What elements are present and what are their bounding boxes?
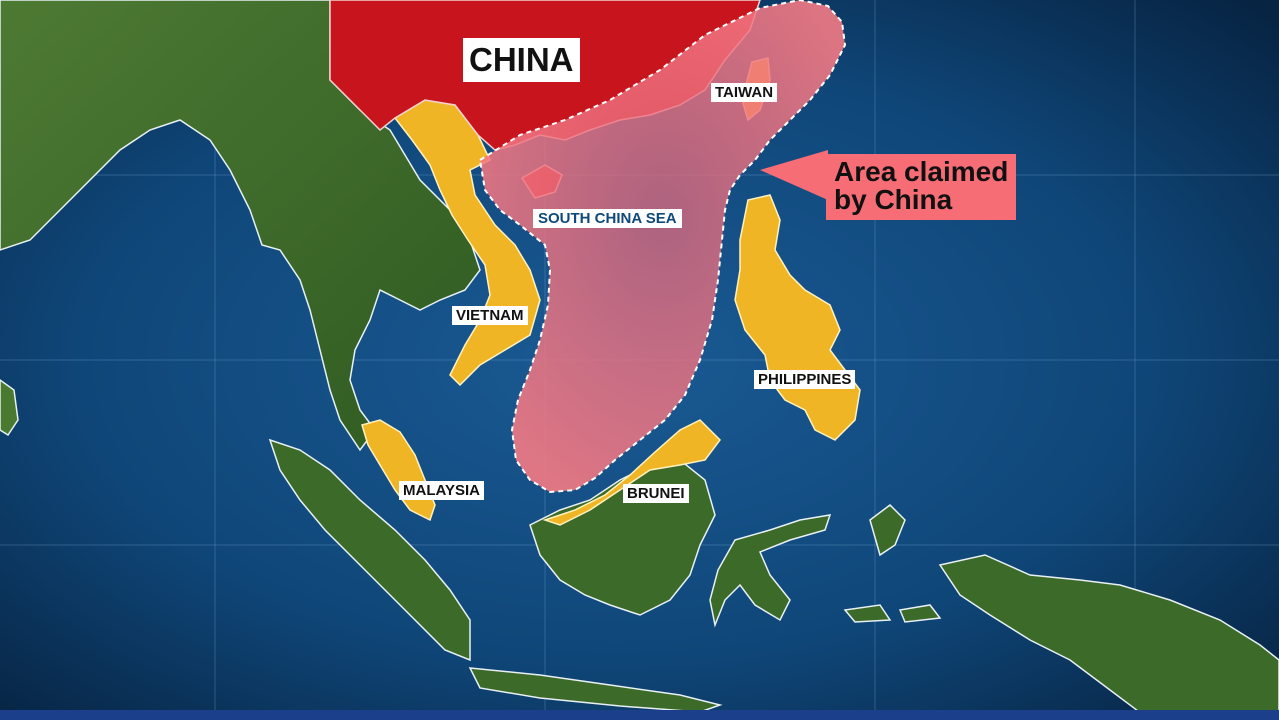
callout-line-1: Area claimed: [834, 156, 1009, 187]
sri-lanka: [0, 379, 19, 437]
brunei-sabah-land: [542, 419, 721, 526]
label-china: CHINA: [463, 38, 580, 82]
label-taiwan: TAIWAN: [711, 83, 778, 103]
label-brunei: BRUNEI: [623, 484, 689, 504]
label-vietnam: VIETNAM: [452, 306, 528, 326]
bottom-bar: [0, 710, 1279, 720]
new-guinea: [938, 554, 1279, 720]
label-south-china-sea: SOUTH CHINA SEA: [533, 209, 682, 229]
sumatra: [268, 438, 471, 662]
java: [468, 667, 723, 713]
callout-line-2: by China: [834, 184, 953, 215]
label-philippines: PHILIPPINES: [754, 370, 856, 390]
sulawesi: [709, 514, 832, 628]
maluku-islands: [843, 504, 942, 623]
claimed-area: [478, 0, 847, 494]
label-malaysia: MALAYSIA: [399, 481, 484, 501]
claimed-area-callout: Area claimed by China: [826, 154, 1017, 220]
callout-pointer: [760, 150, 828, 200]
